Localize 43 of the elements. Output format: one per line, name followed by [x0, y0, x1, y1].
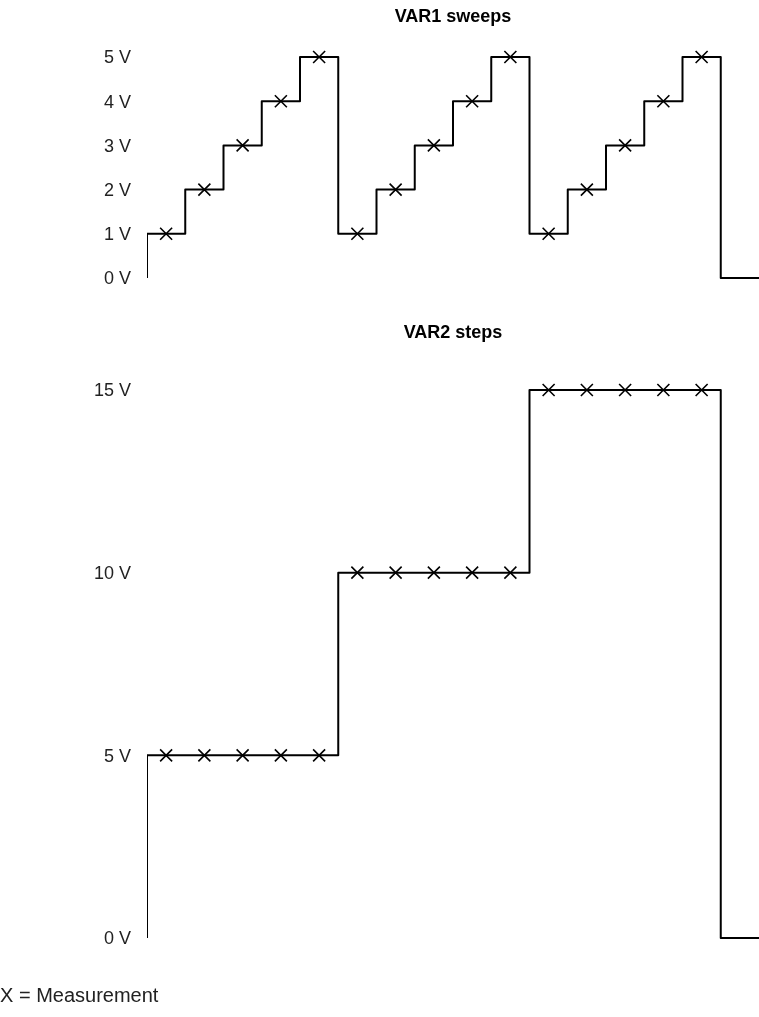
y-tick-label: 4 V: [103, 91, 131, 112]
y-tick-label: 3 V: [103, 135, 131, 156]
point: [618, 138, 632, 153]
point: [427, 565, 441, 580]
y-tick-label: 0 V: [103, 268, 131, 289]
point: [235, 138, 250, 153]
point: [694, 383, 709, 397]
chart-title: VAR2 steps: [403, 322, 503, 342]
point: [274, 94, 288, 108]
point: [465, 94, 479, 108]
point: [580, 383, 594, 397]
point: [197, 748, 212, 763]
point: [541, 383, 556, 397]
point: [159, 748, 173, 763]
point: [427, 138, 441, 153]
point: [694, 50, 709, 64]
y-tick-label: 1 V: [103, 224, 131, 245]
point: [503, 50, 518, 64]
point: [235, 748, 250, 763]
point: [312, 50, 326, 64]
point: [350, 227, 365, 241]
y-tick-label: 2 V: [103, 179, 131, 200]
point: [503, 565, 518, 580]
point: [274, 748, 288, 763]
point: [388, 565, 403, 580]
point: [159, 227, 173, 241]
text: X = Measurement: [0, 984, 159, 1006]
point: [618, 383, 632, 397]
point: [197, 182, 212, 197]
point: [656, 383, 671, 397]
point: [388, 182, 403, 197]
point: [541, 227, 556, 241]
point: [350, 565, 365, 580]
point: [580, 182, 594, 197]
chart-title: VAR1 sweeps: [394, 6, 512, 26]
y-tick-label: 5 V: [103, 47, 131, 68]
point: [465, 565, 479, 580]
point: [312, 748, 326, 763]
y-tick-label: 10 V: [93, 563, 131, 584]
y-tick-label: 5 V: [103, 745, 131, 766]
point: [656, 94, 671, 108]
y-tick-label: 15 V: [93, 380, 131, 401]
y-tick-label: 0 V: [103, 928, 131, 949]
